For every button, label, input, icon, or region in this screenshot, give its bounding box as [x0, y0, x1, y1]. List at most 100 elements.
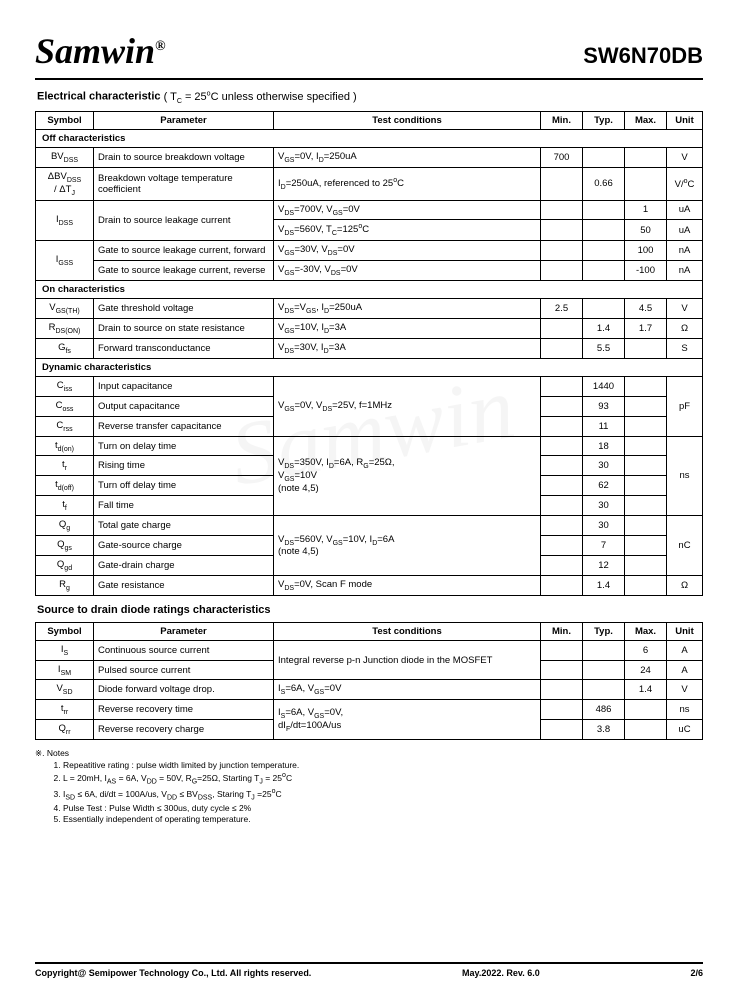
- table-header-row: Symbol Parameter Test conditions Min. Ty…: [36, 111, 703, 129]
- val-cell: [625, 436, 667, 456]
- val-cell: [541, 396, 583, 416]
- val-cell: [541, 536, 583, 556]
- unit-cell: ns: [667, 436, 703, 516]
- note-item: Essentially independent of operating tem…: [63, 814, 703, 825]
- test-cell: VDS=30V, ID=3A: [274, 339, 541, 359]
- footer-page: 2/6: [690, 968, 703, 978]
- sym-idss: IDSS: [36, 200, 94, 241]
- table-row: Gate to source leakage current, reverse …: [36, 261, 703, 281]
- param-cell: Reverse recovery time: [94, 700, 274, 720]
- test-cell: VDS=0V, Scan F mode: [274, 575, 541, 595]
- param-cell: Gate to source leakage current, reverse: [94, 261, 274, 281]
- table-row: trr Reverse recovery time IS=6A, VGS=0V,…: [36, 700, 703, 720]
- val-cell: [625, 575, 667, 595]
- val-cell: 24: [625, 660, 667, 680]
- note-item: Repeatitive rating : pulse width limited…: [63, 760, 703, 771]
- footer-copyright: Copyright@ Semipower Technology Co., Ltd…: [35, 968, 311, 978]
- val-cell: [541, 220, 583, 241]
- sec1-cond: ( TC = 25oC unless otherwise specified ): [161, 91, 357, 103]
- val-cell: 486: [583, 700, 625, 720]
- unit-cell: S: [667, 339, 703, 359]
- val-cell: 6: [625, 640, 667, 660]
- val-cell: [541, 339, 583, 359]
- param-cell: Reverse transfer capacitance: [94, 416, 274, 436]
- val-cell: [583, 200, 625, 220]
- table-row: td(on) Turn on delay time VDS=350V, ID=6…: [36, 436, 703, 456]
- val-cell: 4.5: [625, 299, 667, 319]
- table-row: Rg Gate resistance VDS=0V, Scan F mode 1…: [36, 575, 703, 595]
- val-cell: 5.5: [583, 339, 625, 359]
- param-cell: Gate-source charge: [94, 536, 274, 556]
- hdr-symbol: Symbol: [36, 622, 94, 640]
- sym-coss: Coss: [36, 396, 94, 416]
- sec1-title-text: Electrical characteristic: [37, 91, 161, 103]
- val-cell: [541, 241, 583, 261]
- electrical-table: Symbol Parameter Test conditions Min. Ty…: [35, 111, 703, 596]
- val-cell: 7: [583, 536, 625, 556]
- note-item: Pulse Test : Pulse Width ≤ 300us, duty c…: [63, 803, 703, 814]
- brand-reg: ®: [155, 39, 165, 54]
- sym-tf: tf: [36, 496, 94, 516]
- param-cell: Drain to source leakage current: [94, 200, 274, 241]
- val-cell: [625, 376, 667, 396]
- val-cell: 62: [583, 476, 625, 496]
- val-cell: 18: [583, 436, 625, 456]
- param-cell: Drain to source on state resistance: [94, 319, 274, 339]
- hdr-param: Parameter: [94, 111, 274, 129]
- param-cell: Rising time: [94, 456, 274, 476]
- section1-title: Electrical characteristic ( TC = 25oC un…: [37, 90, 703, 105]
- val-cell: [541, 640, 583, 660]
- sym-trr: trr: [36, 700, 94, 720]
- test-cell: VDS=VGS, ID=250uA: [274, 299, 541, 319]
- unit-cell: ns: [667, 700, 703, 720]
- unit-cell: uA: [667, 200, 703, 220]
- val-cell: [583, 220, 625, 241]
- sym-qgs: Qgs: [36, 536, 94, 556]
- table-row: IS Continuous source current Integral re…: [36, 640, 703, 660]
- unit-cell: V/oC: [667, 167, 703, 200]
- brand-logo: Samwin®: [35, 30, 166, 72]
- val-cell: [541, 376, 583, 396]
- param-cell: Breakdown voltage temperature coefficien…: [94, 167, 274, 200]
- val-cell: [541, 436, 583, 456]
- sym-dbvdss: ΔBVDSS/ ΔTJ: [36, 167, 94, 200]
- val-cell: 1.4: [625, 680, 667, 700]
- param-cell: Continuous source current: [94, 640, 274, 660]
- val-cell: -100: [625, 261, 667, 281]
- test-cell: VGS=-30V, VDS=0V: [274, 261, 541, 281]
- param-cell: Total gate charge: [94, 516, 274, 536]
- unit-cell: A: [667, 640, 703, 660]
- footer-revision: May.2022. Rev. 6.0: [462, 968, 540, 978]
- notes-list: Repeatitive rating : pulse width limited…: [35, 760, 703, 826]
- val-cell: 30: [583, 456, 625, 476]
- val-cell: [625, 147, 667, 167]
- hdr-typ: Typ.: [583, 111, 625, 129]
- param-cell: Turn off delay time: [94, 476, 274, 496]
- sym-is: IS: [36, 640, 94, 660]
- unit-cell: Ω: [667, 575, 703, 595]
- val-cell: [583, 261, 625, 281]
- table-row: Gfs Forward transconductance VDS=30V, ID…: [36, 339, 703, 359]
- val-cell: [583, 640, 625, 660]
- sym-rdson: RDS(ON): [36, 319, 94, 339]
- sym-tr: tr: [36, 456, 94, 476]
- val-cell: [541, 167, 583, 200]
- val-cell: [583, 241, 625, 261]
- sym-bvdss: BVDSS: [36, 147, 94, 167]
- sym-ism: ISM: [36, 660, 94, 680]
- notes-block: ※. Notes Repeatitive rating : pulse widt…: [35, 748, 703, 826]
- sub-off: Off characteristics: [36, 129, 703, 147]
- val-cell: 0.66: [583, 167, 625, 200]
- val-cell: [583, 660, 625, 680]
- unit-cell: nA: [667, 241, 703, 261]
- table-row: IDSS Drain to source leakage current VDS…: [36, 200, 703, 220]
- sym-igss: IGSS: [36, 241, 94, 281]
- param-cell: Input capacitance: [94, 376, 274, 396]
- hdr-unit: Unit: [667, 111, 703, 129]
- val-cell: [625, 339, 667, 359]
- test-cell: VGS=10V, ID=3A: [274, 319, 541, 339]
- sym-qg: Qg: [36, 516, 94, 536]
- val-cell: [625, 516, 667, 536]
- val-cell: [541, 680, 583, 700]
- val-cell: [625, 416, 667, 436]
